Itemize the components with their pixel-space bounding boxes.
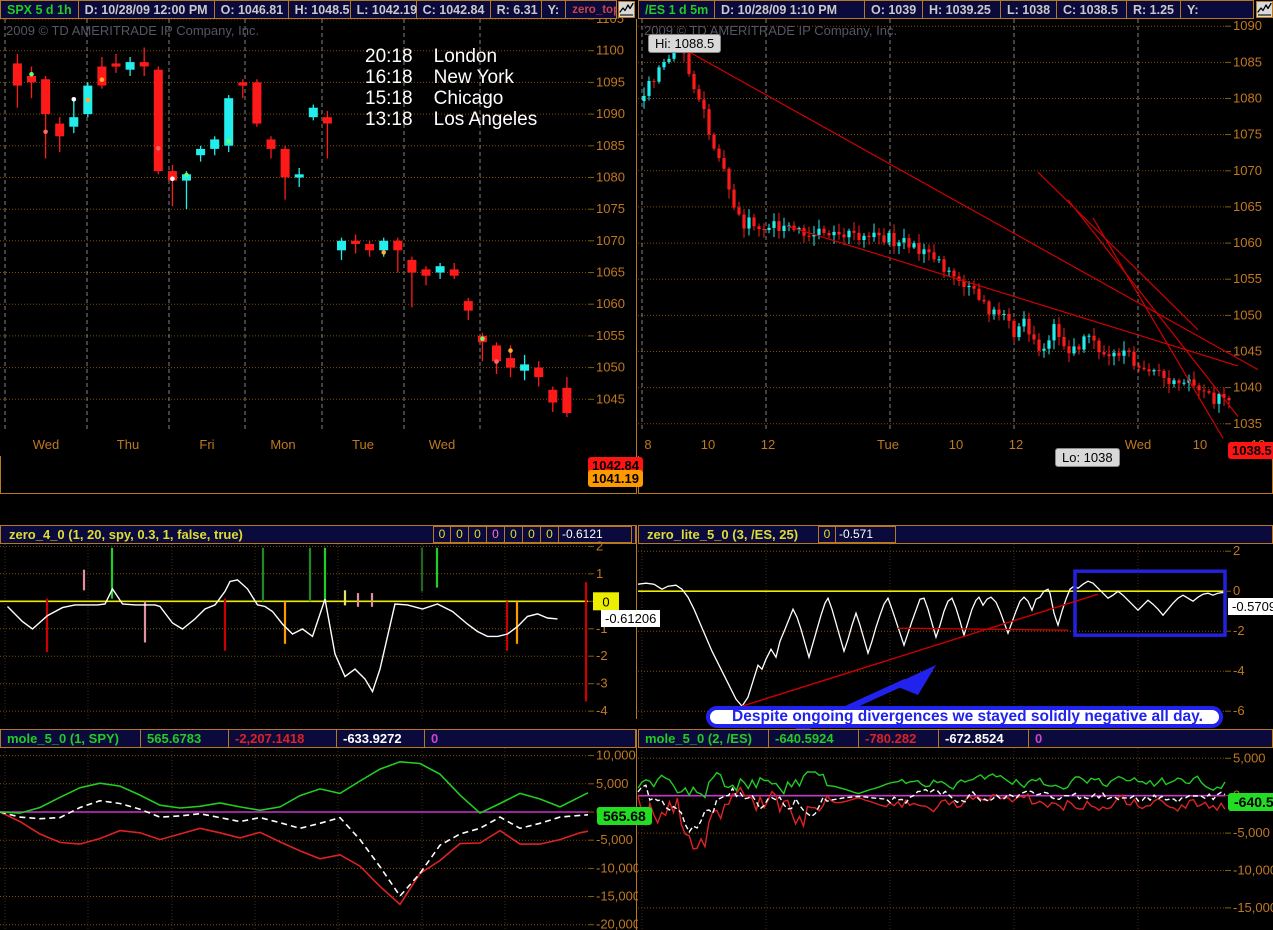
svg-text:1060: 1060: [596, 296, 625, 311]
svg-text:-15,000: -15,000: [596, 889, 640, 904]
svg-text:-4: -4: [596, 703, 608, 718]
svg-text:1035: 1035: [1233, 416, 1262, 431]
svg-text:1055: 1055: [1233, 271, 1262, 286]
svg-text:1050: 1050: [1233, 307, 1262, 322]
svg-text:1040: 1040: [1233, 380, 1262, 395]
svg-text:1070: 1070: [1233, 163, 1262, 178]
svg-text:Tue: Tue: [352, 437, 374, 452]
svg-text:1100: 1100: [596, 43, 624, 58]
svg-text:-5,000: -5,000: [596, 832, 633, 847]
svg-text:1085: 1085: [1233, 54, 1262, 69]
svg-text:-3: -3: [596, 676, 608, 691]
svg-text:12: 12: [1009, 437, 1023, 452]
svg-text:1045: 1045: [596, 391, 625, 406]
svg-text:1055: 1055: [596, 328, 625, 343]
svg-text:1080: 1080: [596, 170, 625, 185]
svg-text:0: 0: [602, 594, 609, 609]
svg-text:1065: 1065: [596, 265, 625, 280]
svg-text:1060: 1060: [1233, 235, 1262, 250]
svg-text:Thu: Thu: [117, 437, 139, 452]
svg-text:1090: 1090: [596, 106, 625, 121]
svg-text:Fri: Fri: [199, 437, 214, 452]
svg-text:10: 10: [1193, 437, 1207, 452]
svg-text:1090: 1090: [1233, 18, 1262, 33]
svg-text:-5,000: -5,000: [1233, 825, 1270, 840]
svg-text:12: 12: [761, 437, 775, 452]
svg-text:Tue: Tue: [877, 437, 899, 452]
svg-text:10: 10: [701, 437, 715, 452]
svg-text:1070: 1070: [596, 233, 625, 248]
svg-text:-2: -2: [596, 648, 608, 663]
svg-text:-20,000: -20,000: [596, 917, 640, 930]
svg-text:0: 0: [1233, 583, 1240, 598]
svg-text:-2: -2: [1233, 623, 1245, 638]
svg-text:10: 10: [949, 437, 963, 452]
svg-text:1075: 1075: [1233, 127, 1262, 142]
svg-text:1075: 1075: [596, 201, 625, 216]
svg-text:Wed: Wed: [429, 437, 456, 452]
svg-text:1: 1: [596, 566, 603, 581]
svg-text:-15,000: -15,000: [1233, 900, 1273, 915]
svg-text:2: 2: [596, 538, 603, 553]
svg-text:-6: -6: [1233, 703, 1245, 718]
svg-text:5,000: 5,000: [1233, 750, 1266, 765]
svg-text:1050: 1050: [596, 360, 625, 375]
svg-text:8: 8: [644, 437, 651, 452]
svg-text:10,000: 10,000: [596, 748, 636, 763]
svg-text:Mon: Mon: [270, 437, 295, 452]
svg-text:Wed: Wed: [33, 437, 60, 452]
svg-text:-4: -4: [1233, 663, 1245, 678]
svg-text:1065: 1065: [1233, 199, 1262, 214]
svg-text:Wed: Wed: [1125, 437, 1152, 452]
svg-text:2: 2: [1233, 543, 1240, 558]
svg-text:1085: 1085: [596, 138, 625, 153]
svg-text:5,000: 5,000: [596, 776, 629, 791]
svg-text:-10,000: -10,000: [596, 860, 640, 875]
svg-text:1080: 1080: [1233, 91, 1262, 106]
svg-text:1045: 1045: [1233, 344, 1262, 359]
svg-text:1095: 1095: [596, 74, 625, 89]
svg-text:-10,000: -10,000: [1233, 863, 1273, 878]
